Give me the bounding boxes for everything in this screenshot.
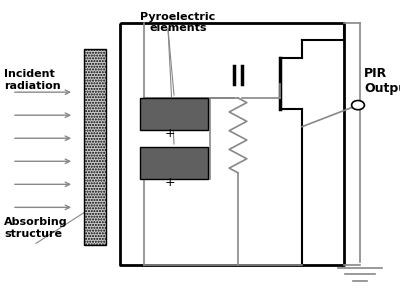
Text: Absorbing
structure: Absorbing structure [4,217,68,239]
Bar [84,49,106,245]
Text: Pyroelectric
elements: Pyroelectric elements [140,12,216,33]
Circle shape [352,101,364,110]
Text: PIR
Output: PIR Output [364,67,400,95]
Text: Incident
radiation: Incident radiation [4,69,61,91]
Text: +: + [165,176,175,190]
Bar [140,147,208,179]
Text: +: + [165,127,175,141]
Bar [140,98,208,130]
